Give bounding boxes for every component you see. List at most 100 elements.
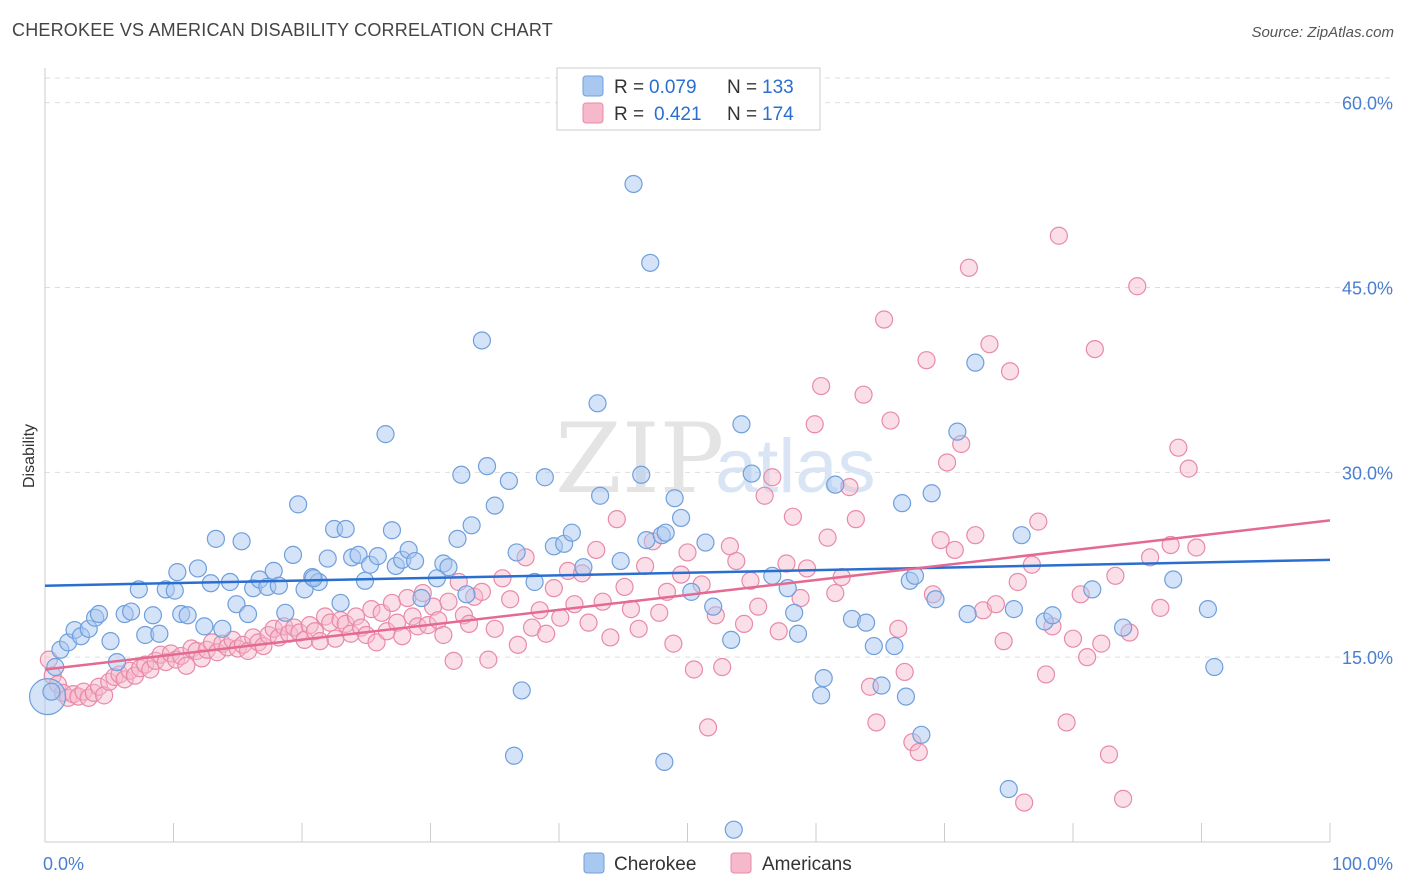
point-cherokee-120 [1164,570,1183,589]
bottom-legend: Cherokee Americans [583,852,852,875]
point-americans-82 [459,614,479,633]
y-tick-label-1: 30.0% [1342,463,1393,483]
point-americans-48 [285,618,304,637]
point-cherokee-83 [641,253,660,272]
legend-swatch-americans [582,102,604,124]
point-cherokee-63 [457,585,476,604]
point-americans-20 [141,660,160,679]
point-cherokee-108 [912,725,931,744]
point-cherokee-117 [1043,606,1062,625]
point-cherokee-26 [213,619,232,638]
point-americans-85 [479,650,498,669]
point-cherokee-68 [499,471,518,491]
point-cherokee-119 [1114,618,1133,637]
point-americans-149 [931,530,950,550]
point-cherokee-22 [188,559,208,578]
point-cherokee-37 [283,545,303,564]
point-cherokee-78 [591,486,610,505]
point-americans-131 [805,415,824,434]
point-americans-160 [1008,572,1027,592]
point-americans-15 [115,670,134,689]
point-americans-159 [1000,362,1020,381]
point-americans-101 [593,592,612,611]
point-americans-138 [854,385,873,404]
point-americans-140 [867,713,886,732]
point-americans-124 [755,486,774,505]
point-cherokee-64 [462,516,481,535]
point-americans-95 [551,608,570,627]
point-americans-127 [777,554,796,573]
point-cherokee-86 [665,489,684,508]
point-americans-112 [671,565,691,584]
point-americans-103 [607,510,626,529]
grid-lines [45,77,1395,658]
point-americans-87 [493,569,512,588]
point-americans-121 [734,614,754,633]
point-americans-53 [310,632,330,651]
bottom-legend-label-americans: Americans [762,854,852,875]
point-americans-151 [945,540,964,560]
point-cherokee-88 [682,582,701,601]
point-americans-157 [986,595,1006,614]
point-cherokee-92 [732,415,751,434]
legend-n-label-americans: N = [727,104,757,125]
point-americans-88 [501,590,520,609]
point-americans-132 [812,376,831,396]
point-cherokee-91 [722,630,741,650]
point-americans-109 [650,603,669,622]
point-americans-69 [393,627,412,646]
point-americans-30 [192,649,211,668]
point-cherokee-129 [304,569,323,588]
point-cherokee-0 [42,682,61,701]
y-tick-label-2: 45.0% [1342,278,1393,298]
point-americans-150 [937,453,957,472]
point-americans-111 [664,634,683,653]
point-americans-114 [684,660,704,679]
point-cherokee-47 [349,545,368,564]
point-cherokee-61 [448,529,467,548]
point-americans-113 [678,543,697,562]
chart-title: CHEROKEE VS AMERICAN DISABILITY CORRELAT… [12,20,553,40]
point-cherokee-66 [477,457,497,476]
point-cherokee-23 [195,617,214,636]
point-cherokee-36 [276,603,295,622]
point-americans-120 [727,551,746,571]
point-americans-175 [1114,789,1133,808]
trend-line-americans [44,519,1331,671]
point-americans-182 [1179,459,1198,478]
bottom-legend-swatch-cherokee [583,852,605,874]
point-americans-170 [1078,648,1097,667]
point-cherokee-57 [412,588,431,608]
point-cherokee-102 [864,636,883,656]
point-americans-168 [1063,629,1083,648]
point-americans-99 [579,613,598,632]
point-cherokee-21 [178,606,197,625]
x-tick-labels: 0.0% 100.0% [43,854,1393,874]
x-tick-label-0: 0.0% [43,854,84,874]
point-americans-12 [100,672,119,691]
point-americans-179 [1151,598,1170,617]
y-tick-label-0: 15.0% [1342,648,1393,668]
point-cherokee-42 [318,549,337,568]
legend-r-label-americans: R = [614,104,644,125]
point-americans-156 [980,335,999,354]
point-americans-89 [508,635,527,654]
legend-n-label-cherokee: N = [727,77,757,98]
trend-line-cherokee [44,558,1331,587]
point-cherokee-50 [368,547,387,566]
point-cherokee-110 [926,590,945,609]
point-americans-134 [826,583,845,603]
point-americans-67 [382,593,402,613]
point-americans-161 [1015,793,1034,812]
x-tick-label-1: 100.0% [1332,854,1393,874]
point-americans-141 [875,310,894,329]
point-americans-183 [1187,538,1206,557]
point-cherokee-70 [512,681,531,700]
point-cherokee-69 [507,543,526,562]
point-americans-102 [601,628,620,647]
point-americans-171 [1085,339,1104,359]
point-americans-107 [635,556,655,576]
point-americans-78 [439,592,458,611]
point-americans-71 [403,607,422,626]
